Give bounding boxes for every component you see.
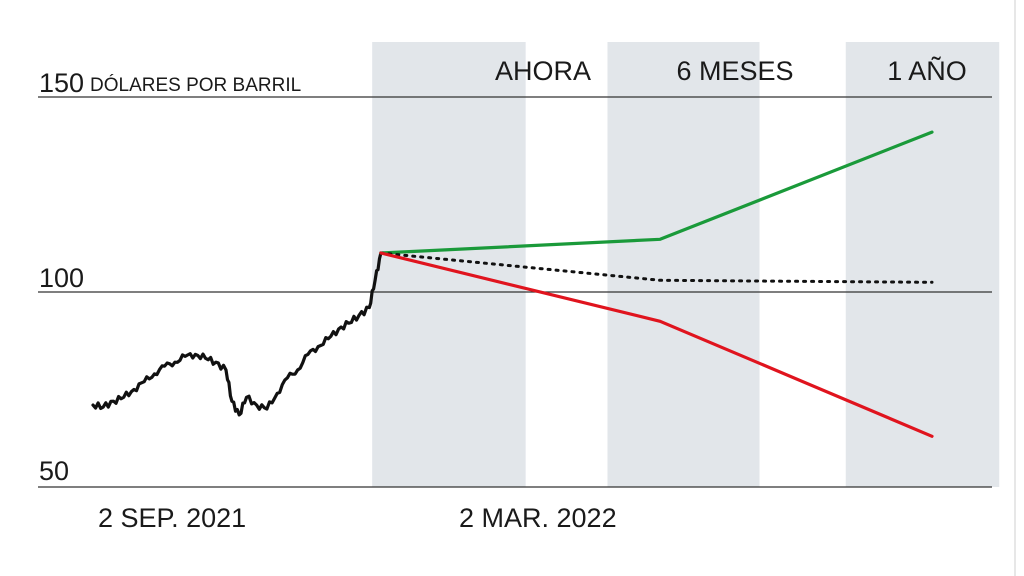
scenario-line-low [379,251,934,438]
scenario-line-mid [379,251,934,284]
y-tick-label-100: 100 [39,263,84,293]
series [91,130,934,438]
scenario-line-high [379,130,934,255]
grid-lines [38,0,1016,576]
history-line [91,251,383,417]
y-tick-label-50: 50 [39,456,69,486]
labels: 150 DÓLARES POR BARRIL 100 50 AHORA 6 ME… [39,55,967,533]
band-label-1-ano: 1 AÑO [887,55,967,86]
band-label-ahora: AHORA [495,56,591,86]
band-rect-2 [845,42,1000,487]
y-tick-label-150: 150 [39,68,84,98]
scenario-bands [372,42,1000,487]
y-unit-label: DÓLARES POR BARRIL [90,74,301,96]
band-rect-1 [607,42,760,487]
x-tick-label-mar-2022: 2 MAR. 2022 [459,503,617,533]
x-tick-label-sep-2021: 2 SEP. 2021 [98,503,246,533]
band-label-6-meses: 6 MESES [676,56,793,86]
